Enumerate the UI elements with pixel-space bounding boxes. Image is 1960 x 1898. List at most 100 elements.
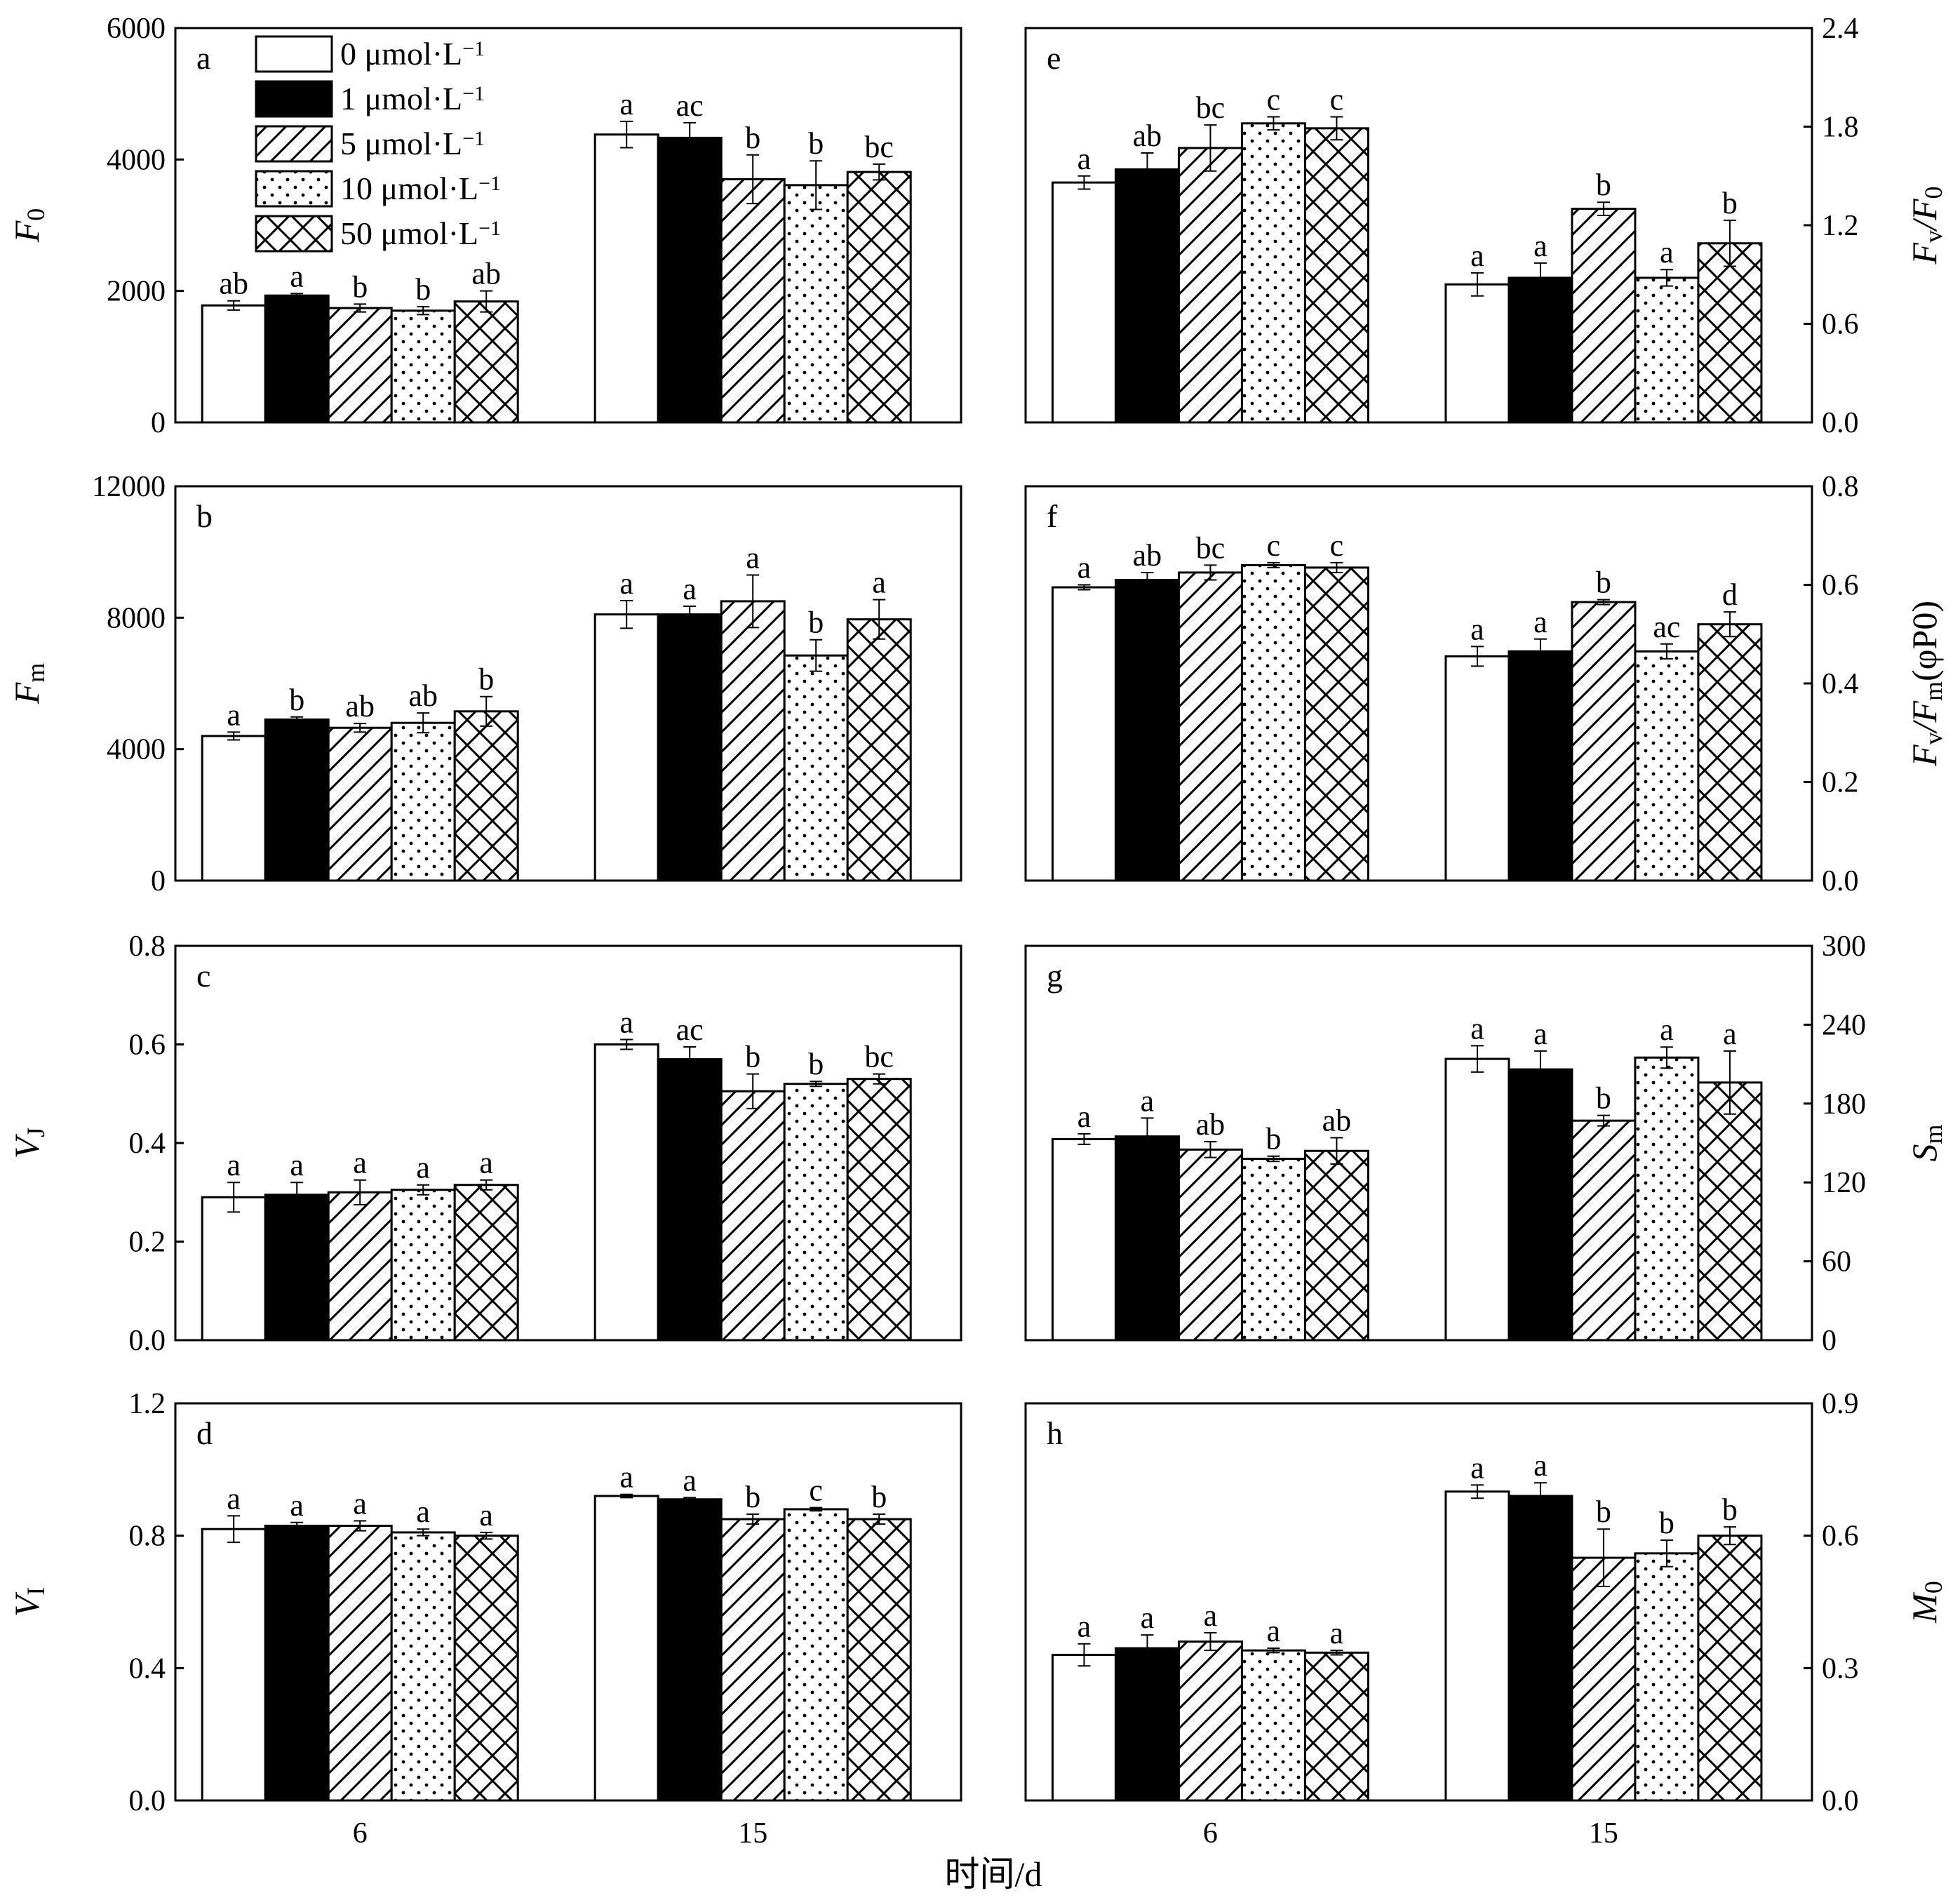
bar-g-s2-c0: [1177, 1148, 1243, 1342]
ytick-label-f-0: 0.0: [1822, 865, 1859, 897]
xtick-label-h-0: 6: [1203, 1817, 1218, 1850]
ytick-label-g-0: 0: [1822, 1325, 1837, 1357]
sig-label-a-s2-c0: b: [352, 269, 368, 304]
ytick-label-g-1: 60: [1822, 1246, 1851, 1278]
ytick-label-e-4: 2.4: [1822, 13, 1859, 45]
bar-d-s1-c1: [657, 1498, 723, 1802]
sig-label-g-s4-c1: a: [1723, 1017, 1737, 1051]
bar-g-s1-c1: [1508, 1068, 1573, 1342]
bar-a-s1-c0: [264, 294, 330, 424]
bar-h-s4-c0: [1303, 1651, 1369, 1802]
ylabel-part-c-ylabel_sub: J: [22, 1128, 50, 1137]
ylabel-part-f-ylabel_sub2: m: [1919, 681, 1947, 701]
panel-h: a a a a a b a b a b 0.0 0.3 0.6 0.9 h 6 15 M0: [1024, 1388, 1947, 1850]
ylabel-h: M0: [1905, 1581, 1947, 1624]
legend-swatch-4: [255, 215, 333, 253]
ylabel-part-f-ylabel_tail: /F: [1905, 701, 1944, 735]
ylabel-part-f-ylabel_sub: v: [1919, 732, 1947, 744]
ylabel-part-h-ylabel_sub: 0: [1919, 1581, 1947, 1593]
sig-label-d-s0-c1: a: [619, 1460, 633, 1495]
sig-label-f-s1-c0: ab: [1133, 538, 1162, 573]
bar-g-s3-c0: [1240, 1157, 1306, 1342]
panel-letter-c: c: [196, 958, 210, 994]
ytick-label-e-0: 0.0: [1822, 407, 1859, 439]
ytick-label-f-2: 0.4: [1822, 668, 1859, 700]
bar-b-s3-c0: [390, 721, 456, 882]
sig-label-b-s4-c1: a: [872, 566, 886, 600]
bar-a-s2-c1: [720, 178, 786, 424]
bar-c-s1-c0: [264, 1194, 330, 1342]
ytick-label-b-2: 8000: [107, 602, 166, 634]
ytick-label-d-2: 0.8: [129, 1521, 166, 1553]
sig-label-c-s3-c1: b: [808, 1047, 824, 1081]
ylabel-e: Fv/F0: [1905, 187, 1947, 265]
bar-e-s3-c0: [1240, 122, 1306, 424]
bar-d-s0-c0: [201, 1528, 267, 1802]
ylabel-part-e-ylabel_sub2: 0: [1919, 187, 1947, 199]
bar-a-s4-c1: [846, 171, 912, 424]
legend-value-0: 0 μmol·L: [340, 36, 462, 72]
bar-g-s4-c1: [1697, 1081, 1763, 1342]
sig-label-e-s1-c0: ab: [1133, 119, 1162, 153]
sig-label-g-s2-c0: ab: [1196, 1107, 1226, 1142]
bar-e-s3-c1: [1634, 276, 1700, 424]
sig-label-h-s3-c1: b: [1659, 1506, 1674, 1540]
sig-label-f-s3-c0: c: [1267, 528, 1281, 563]
xtick-label-d-0: 6: [353, 1817, 368, 1850]
sig-label-b-s2-c0: ab: [345, 689, 375, 723]
ytick-label-e-3: 1.8: [1822, 112, 1859, 144]
sig-label-a-s4-c0: ab: [471, 257, 501, 291]
sig-label-a-s1-c0: a: [290, 259, 304, 293]
bar-a-s1-c1: [657, 136, 723, 424]
legend-exp-2: −1: [462, 127, 485, 150]
ytick-label-e-2: 1.2: [1822, 210, 1859, 242]
plot-frame-h: [1024, 1402, 1813, 1802]
sig-label-a-s2-c1: b: [745, 121, 760, 155]
legend-swatch-1: [255, 80, 333, 118]
bar-d-s1-c0: [264, 1525, 330, 1802]
sig-label-c-s1-c1: ac: [676, 1013, 704, 1047]
legend-exp-4: −1: [478, 217, 501, 240]
panel-d: a a a a a b a c a b 0.0 0.4 0.8 1.2 d 6 15 VI: [7, 1388, 962, 1850]
sig-label-h-s0-c0: a: [1078, 1610, 1092, 1644]
sig-label-a-s4-c1: bc: [864, 130, 894, 164]
sig-label-b-s0-c0: a: [227, 697, 241, 732]
ytick-label-a-1: 2000: [107, 276, 166, 308]
bar-f-s2-c1: [1571, 601, 1637, 882]
sig-label-h-s1-c0: a: [1141, 1600, 1155, 1635]
sig-label-a-s3-c0: b: [415, 272, 431, 307]
bar-h-s4-c1: [1697, 1535, 1763, 1802]
legend-exp-0: −1: [462, 37, 485, 60]
bar-h-s1-c0: [1114, 1647, 1180, 1802]
bar-a-s4-c0: [453, 300, 519, 424]
legend-swatch-3: [255, 170, 333, 208]
ytick-label-d-1: 0.4: [129, 1652, 166, 1685]
panel-letter-a: a: [196, 40, 210, 76]
ylabel-part-e-ylabel_main: F: [1905, 242, 1944, 265]
ytick-label-b-1: 4000: [107, 734, 166, 766]
bar-f-s4-c1: [1697, 623, 1763, 882]
sig-label-h-s4-c0: a: [1330, 1616, 1344, 1650]
panel-c: a a a ac a b a b a bc 0.0 0.2 0.4 0.6 0.8 c VJ: [7, 930, 962, 1357]
bar-h-s2-c1: [1571, 1556, 1637, 1802]
sig-label-c-s4-c0: a: [479, 1146, 493, 1180]
panel-letter-e: e: [1047, 40, 1061, 76]
ylabel-part-b-ylabel_main: F: [7, 682, 46, 704]
bar-d-s4-c1: [846, 1518, 912, 1802]
ytick-label-c-2: 0.4: [129, 1128, 166, 1160]
bar-f-s1-c0: [1114, 578, 1180, 882]
bar-e-s4-c1: [1697, 242, 1763, 424]
bar-c-s2-c1: [720, 1090, 786, 1342]
bar-g-s0-c0: [1051, 1137, 1117, 1342]
bar-f-s0-c1: [1444, 655, 1510, 882]
bar-b-s4-c1: [846, 618, 912, 882]
ytick-label-a-2: 4000: [107, 144, 166, 176]
bar-c-s4-c0: [453, 1184, 519, 1342]
bar-b-s0-c0: [201, 735, 267, 882]
ytick-label-c-3: 0.6: [129, 1029, 166, 1062]
bar-g-s1-c0: [1114, 1135, 1180, 1342]
bar-b-s2-c1: [720, 600, 786, 882]
bar-d-s2-c1: [720, 1518, 786, 1802]
